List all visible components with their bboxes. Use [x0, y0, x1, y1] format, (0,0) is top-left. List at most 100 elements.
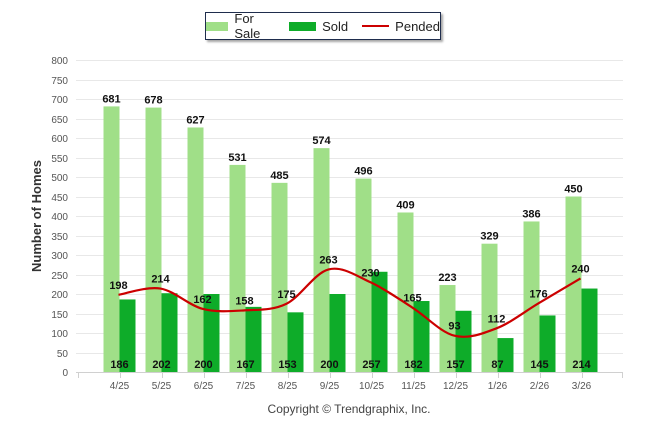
y-tick-label: 200	[51, 290, 68, 301]
for-sale-value-label: 450	[564, 184, 582, 196]
pended-value-label: 240	[571, 263, 589, 275]
for-sale-value-label: 485	[270, 170, 288, 182]
for-sale-value-label: 627	[186, 114, 204, 126]
for-sale-value-label: 678	[144, 95, 162, 107]
for-sale-bar	[565, 196, 582, 372]
for-sale-bar	[397, 212, 414, 372]
sold-bar	[413, 301, 430, 372]
pended-value-label: 176	[529, 288, 547, 300]
y-tick-label: 650	[51, 115, 68, 126]
x-tick-label: 3/26	[572, 381, 592, 392]
y-tick-label: 150	[51, 310, 68, 321]
pended-value-label: 162	[193, 294, 211, 306]
pended-value-label: 112	[488, 313, 506, 325]
for-sale-swatch	[206, 21, 229, 31]
for-sale-bar	[355, 178, 372, 372]
sold-value-label: 202	[152, 359, 170, 371]
pended-line-group	[118, 267, 582, 338]
sold-bar	[287, 312, 304, 372]
for-sale-bar	[439, 285, 456, 372]
pended-value-label: 198	[109, 280, 127, 292]
y-tick-label: 350	[51, 232, 68, 243]
y-tick-label: 0	[62, 368, 68, 379]
for-sale-bar	[313, 148, 330, 372]
sold-value-label: 153	[278, 359, 296, 371]
for-sale-value-label: 329	[480, 231, 498, 243]
sold-bar	[581, 288, 598, 372]
legend-item-pended[interactable]: Pended	[362, 19, 440, 34]
for-sale-bar	[481, 243, 498, 372]
for-sale-bar	[187, 127, 204, 372]
x-tick-label: 6/25	[194, 381, 214, 392]
sold-value-label: 157	[446, 359, 464, 371]
x-tick-label: 1/26	[488, 381, 508, 392]
for-sale-bar	[523, 221, 540, 372]
legend-label-for-sale: For Sale	[234, 11, 261, 41]
for-sale-bar	[229, 164, 246, 372]
for-sale-value-label: 496	[354, 166, 372, 178]
for-sale-value-label: 409	[396, 199, 414, 211]
legend-label-sold: Sold	[322, 18, 349, 34]
sold-value-label: 214	[572, 359, 591, 371]
pended-line	[118, 267, 582, 338]
gridlines	[76, 60, 623, 373]
pended-swatch	[362, 25, 390, 27]
sold-bar	[203, 294, 220, 372]
x-axis: 4/25 5/25 6/25 7/25 8/25 9/25 10/25 11/25 12/25 1…	[78, 372, 623, 392]
y-axis-ticks: 0 50 100 150 200 250 300 350 400 450 500 550 600 650 7…	[51, 56, 68, 379]
y-tick-label: 550	[51, 154, 68, 165]
x-tick-label: 7/25	[236, 381, 256, 392]
y-tick-label: 450	[51, 193, 68, 204]
sold-bar	[497, 338, 514, 372]
pended-value-label: 230	[361, 267, 379, 279]
y-tick-label: 800	[51, 56, 68, 67]
legend: For Sale Sold Pended	[205, 11, 441, 41]
sold-value-label: 200	[320, 359, 338, 371]
legend-item-for-sale[interactable]: For Sale	[206, 11, 275, 41]
y-tick-label: 400	[51, 212, 68, 223]
pended-value-label: 214	[151, 274, 170, 286]
sold-swatch	[289, 21, 317, 31]
legend-label-pended: Pended	[395, 18, 440, 34]
pended-value-label: 158	[235, 295, 253, 307]
for-sale-value-label: 681	[102, 93, 120, 105]
for-sale-bar	[145, 107, 162, 372]
for-sale-bar	[271, 182, 288, 372]
copyright-text: Copyright © Trendgraphix, Inc.	[267, 402, 431, 416]
x-tick-label: 11/25	[401, 381, 426, 392]
x-tick-label: 8/25	[278, 381, 298, 392]
sold-bar	[329, 294, 346, 372]
for-sale-value-label: 574	[312, 135, 331, 147]
y-tick-label: 700	[51, 95, 68, 106]
y-tick-label: 250	[51, 271, 68, 282]
x-tick-label: 2/26	[530, 381, 550, 392]
x-tick-label: 12/25	[443, 381, 468, 392]
x-tick-label: 4/25	[110, 381, 130, 392]
pended-value-label: 175	[277, 289, 295, 301]
sold-bar	[371, 271, 388, 372]
pended-value-label: 263	[319, 254, 337, 266]
legend-item-sold[interactable]: Sold	[289, 19, 348, 34]
pended-value-label: 93	[448, 321, 460, 333]
sold-value-label: 182	[404, 359, 422, 371]
y-tick-label: 750	[51, 76, 68, 87]
x-tick-label: 5/25	[152, 381, 172, 392]
sold-bar	[539, 315, 556, 372]
sold-bar	[455, 310, 472, 372]
y-tick-label: 50	[57, 349, 69, 360]
pended-value-label: 165	[403, 293, 421, 305]
data-labels: 681 186 678 202 627 200 531 167 485 153 574 200 496 2…	[102, 93, 591, 371]
sold-value-label: 87	[491, 359, 503, 371]
for-sale-value-label: 531	[228, 152, 246, 164]
sold-value-label: 167	[236, 359, 254, 371]
bars	[103, 106, 598, 372]
y-tick-label: 600	[51, 134, 68, 145]
sold-value-label: 186	[110, 359, 128, 371]
sold-value-label: 200	[194, 359, 212, 371]
for-sale-value-label: 223	[438, 272, 456, 284]
y-tick-label: 300	[51, 251, 68, 262]
sold-value-label: 257	[362, 359, 380, 371]
y-tick-label: 100	[51, 329, 68, 340]
for-sale-value-label: 386	[522, 208, 540, 220]
